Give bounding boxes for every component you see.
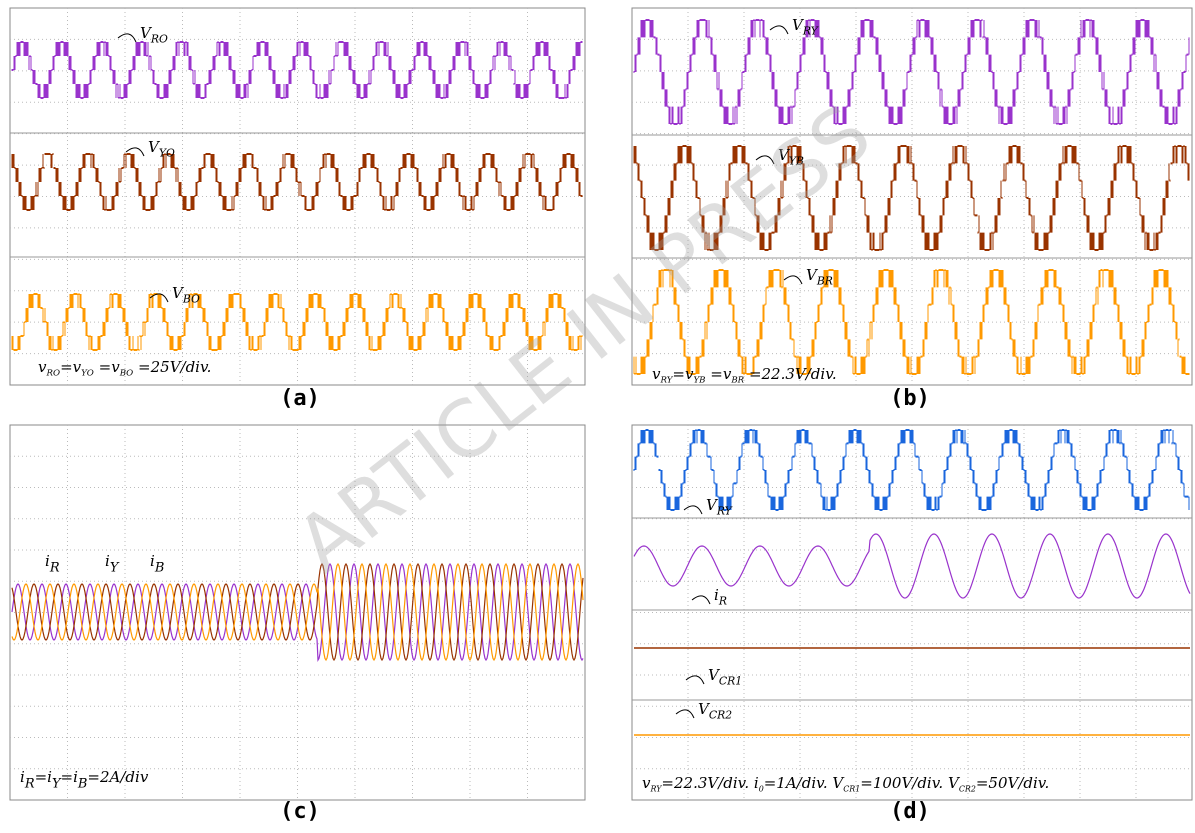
text-part: =25V/div. (133, 358, 211, 376)
subscript: CR2 (709, 709, 732, 722)
subscript: Y (110, 560, 120, 575)
panel-label: (a) (280, 386, 320, 411)
subscript: R (24, 776, 35, 791)
text-part: =i (61, 768, 79, 786)
subscript: RY (802, 25, 819, 38)
text-part: =v (94, 358, 120, 376)
subscript: BR (730, 376, 744, 386)
figure: (a)VROVYOVBOvRO=vYO =vBO =25V/div.(b)VRY… (0, 0, 1195, 833)
text-part: =v (672, 365, 694, 383)
subscript: RO (150, 33, 168, 46)
subscript: BR (816, 275, 833, 288)
text-part: =2A/div (87, 768, 148, 786)
text-part: =50V/div. (976, 774, 1049, 792)
subscript: B (77, 776, 88, 791)
subscript: BO (119, 369, 134, 379)
subscript: B (154, 560, 165, 575)
subscript: BO (182, 293, 200, 306)
panel-label: (d) (890, 799, 930, 824)
subscript: CR1 (843, 784, 860, 793)
text-part: =i (35, 768, 53, 786)
text-part: =1A/div. V (764, 774, 846, 792)
subscript: YO (159, 147, 175, 160)
subscript: YB (693, 376, 705, 386)
text-part: =v (60, 358, 82, 376)
subscript: RY (649, 784, 662, 793)
subscript: CR2 (959, 784, 976, 793)
scale-note: vRY=vYB =vBR =22.3V/div. (652, 365, 837, 386)
subscript: YO (81, 369, 94, 379)
subscript: R (718, 595, 727, 608)
text-part: =v (706, 365, 732, 383)
subscript: CR1 (719, 675, 742, 688)
panel-label: (c) (280, 799, 320, 824)
subscript: RO (45, 369, 60, 379)
text-part: =22.3V/div. (744, 365, 836, 383)
subscript: RY (716, 505, 733, 518)
panel-label: (b) (890, 386, 930, 411)
text-part: =100V/div. V (860, 774, 961, 792)
text-part: =22.3V/div. i (661, 774, 758, 792)
subscript: R (49, 560, 60, 575)
